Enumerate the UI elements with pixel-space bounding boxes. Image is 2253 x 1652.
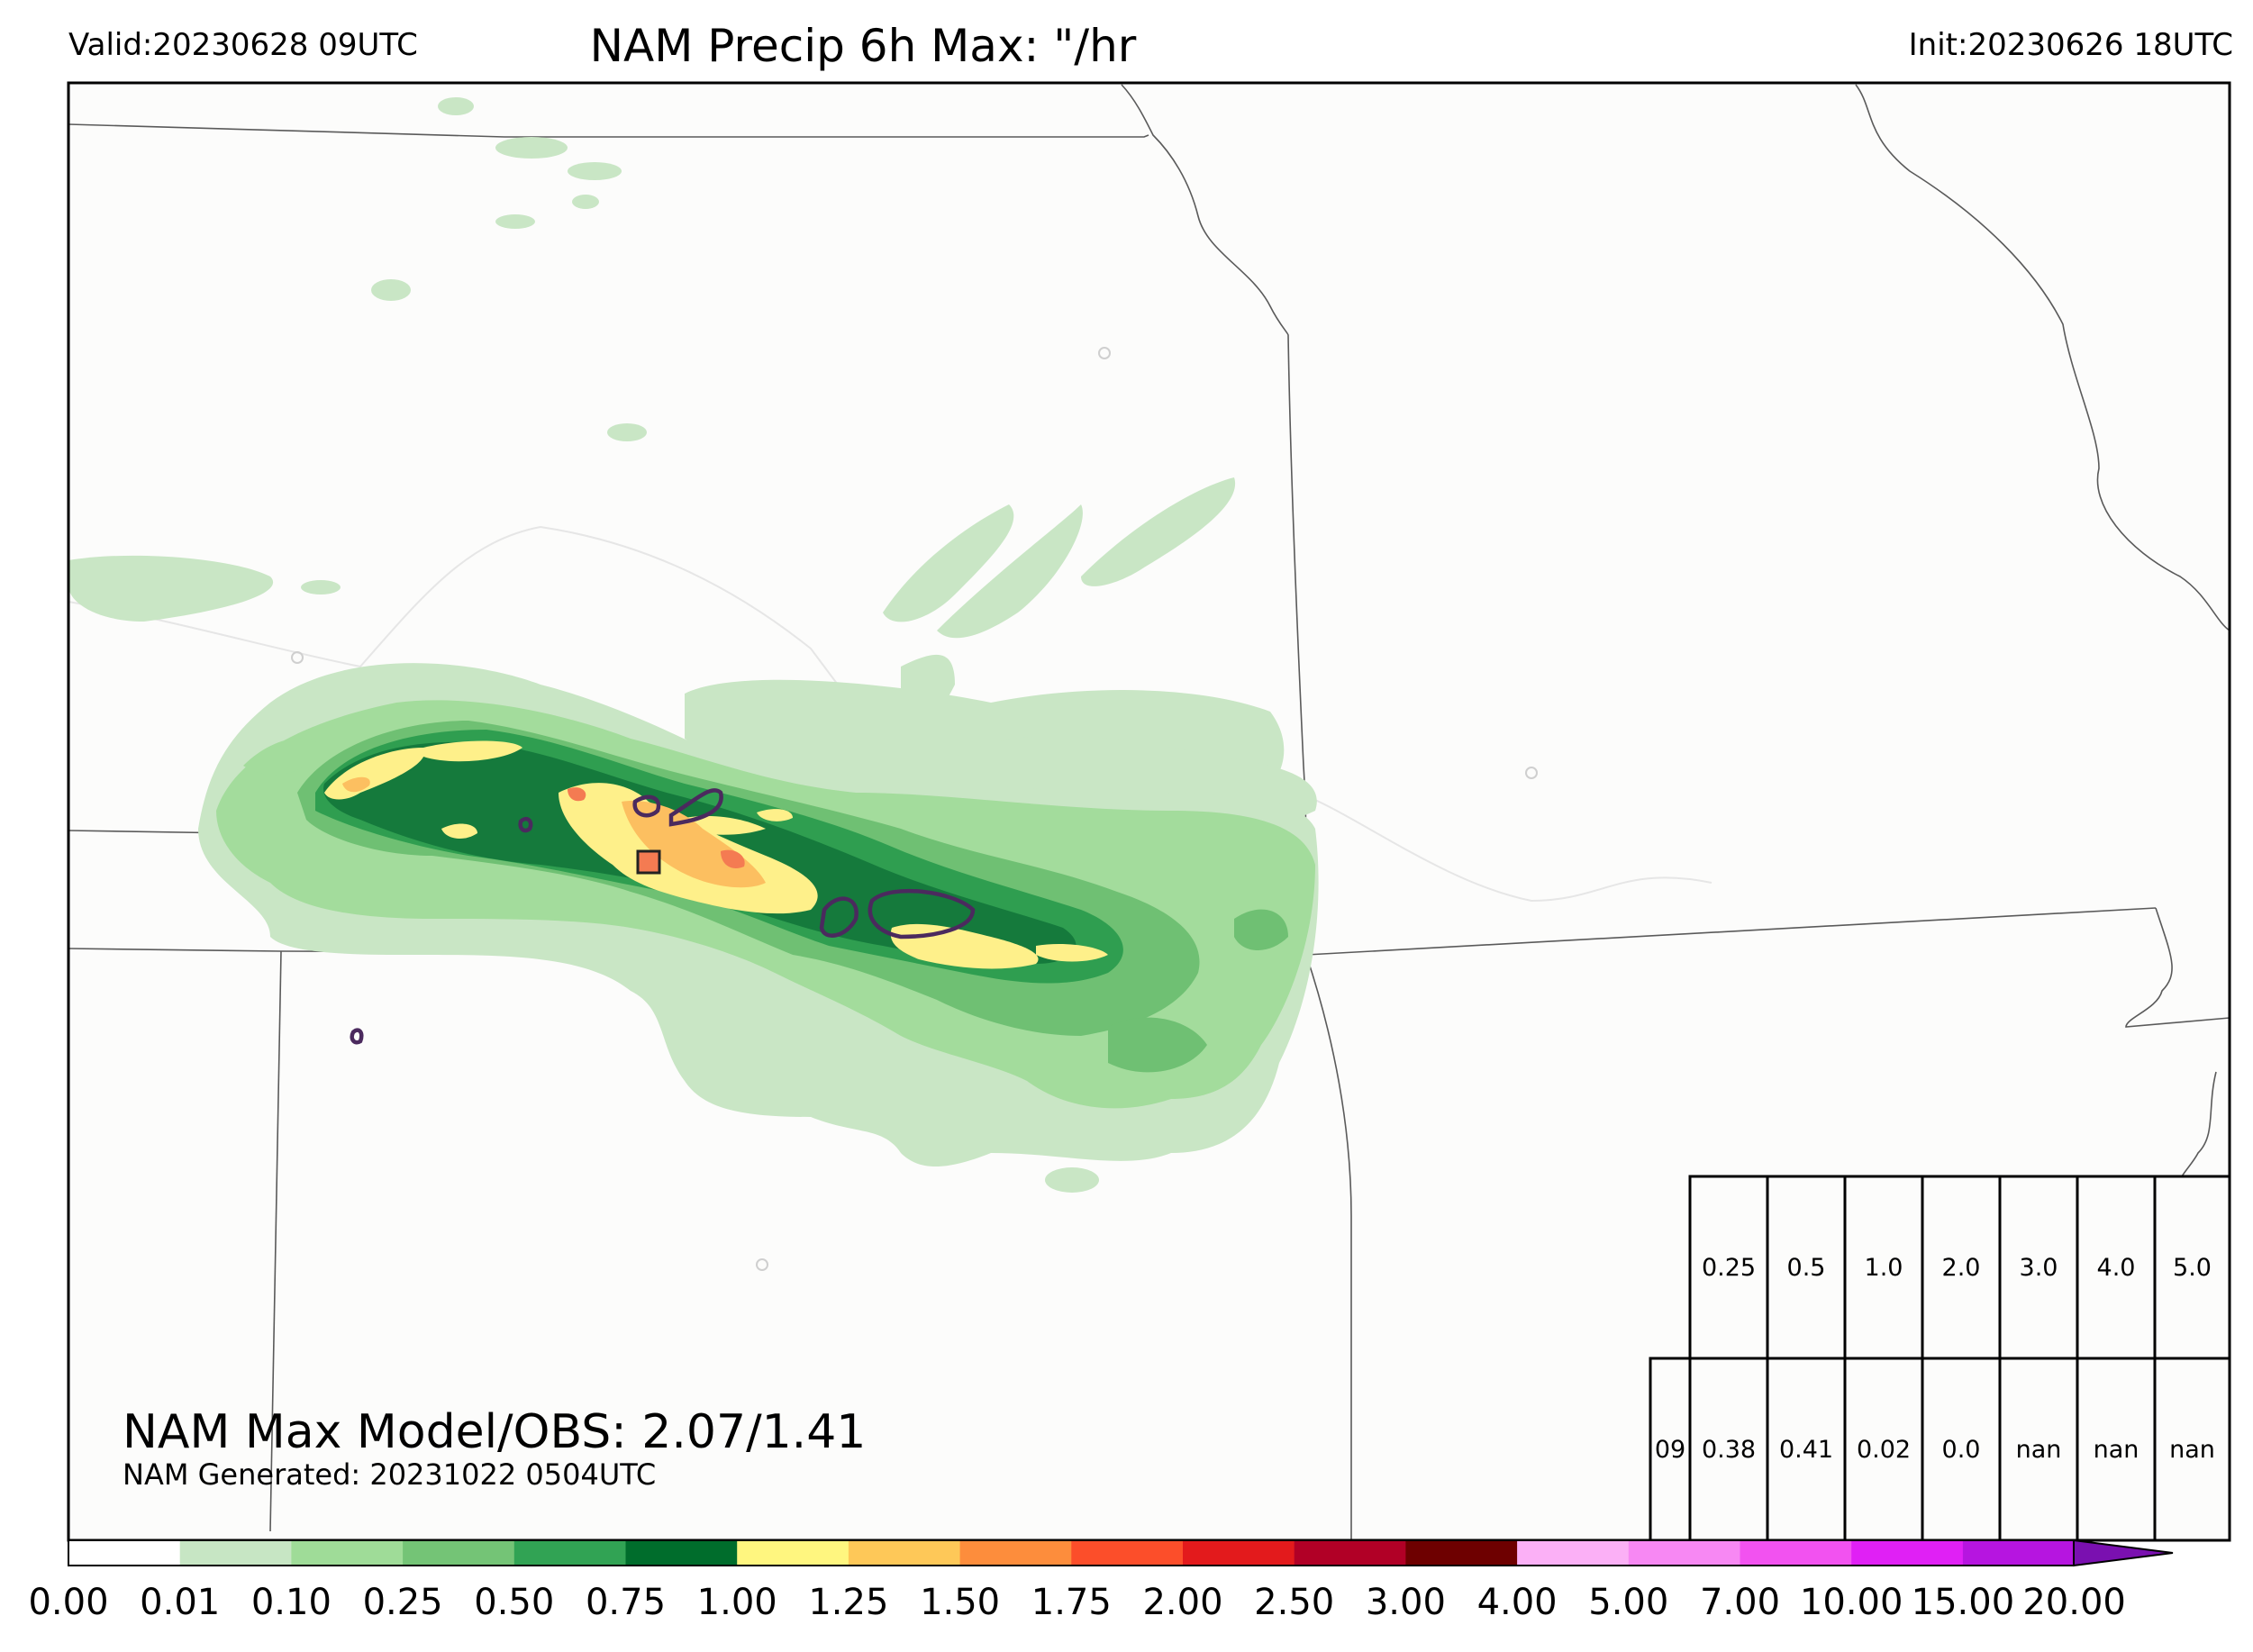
table-value: nan: [2169, 1436, 2215, 1464]
table-threshold: 1.0: [1864, 1254, 1903, 1282]
obs-contours: [350, 788, 976, 1045]
colorbar-tick-label: 5.00: [1588, 1582, 1669, 1623]
colorbar-segment: [179, 1540, 292, 1566]
colorbar-tick-label: 2.50: [1254, 1582, 1335, 1623]
colorbar-segment: [291, 1540, 404, 1566]
precip-field: [68, 97, 1319, 1193]
colorbar-segment: [1851, 1540, 1964, 1566]
table-value: nan: [2093, 1436, 2139, 1464]
colorbar-segment: [513, 1540, 626, 1566]
threshold-table: [1649, 1175, 2231, 1542]
map-title: NAM Precip 6h Max: "/hr: [589, 20, 1137, 72]
colorbar-segment: [1294, 1540, 1406, 1566]
colorbar-tick-label: 15.00: [1911, 1582, 2015, 1623]
colorbar: [68, 1539, 2174, 1567]
colorbar-segment: [1740, 1540, 1852, 1566]
colorbar-tick-label: 1.50: [920, 1582, 1001, 1623]
obs-station-marker: [636, 849, 661, 875]
city-markers: [291, 347, 1538, 1271]
colorbar-segment: [1517, 1540, 1630, 1566]
colorbar-segment: [848, 1540, 961, 1566]
table-threshold: 0.5: [1786, 1254, 1826, 1282]
table-threshold: 3.0: [2019, 1254, 2058, 1282]
colorbar-tick-label: 2.00: [1142, 1582, 1223, 1623]
colorbar-segment: [625, 1540, 738, 1566]
colorbar-segment: [1628, 1540, 1740, 1566]
table-threshold: 2.0: [1941, 1254, 1981, 1282]
max-model-obs-label: NAM Max Model/OBS: 2.07/1.41: [123, 1405, 867, 1459]
valid-time-label: Valid:20230628 09UTC: [68, 27, 418, 63]
colorbar-segment: [403, 1540, 515, 1566]
colorbar-tick-label: 3.00: [1365, 1582, 1446, 1623]
table-threshold: 4.0: [2096, 1254, 2136, 1282]
colorbar-tick-label: 7.00: [1699, 1582, 1781, 1623]
colorbar-segment: [959, 1540, 1072, 1566]
colorbar-tick-label: 0.75: [585, 1582, 667, 1623]
colorbar-tick-label: 0.01: [140, 1582, 221, 1623]
table-value: 0.0: [1941, 1436, 1981, 1464]
colorbar-tick-label: 4.00: [1476, 1582, 1558, 1623]
generated-label: NAM Generated: 20231022 0504UTC: [123, 1457, 657, 1492]
colorbar-segment: [68, 1540, 181, 1566]
colorbar-tick-label: 0.50: [474, 1582, 555, 1623]
table-value: 0.02: [1856, 1436, 1912, 1464]
colorbar-segment: [1183, 1540, 1295, 1566]
colorbar-tick-label: 10.00: [1799, 1582, 1903, 1623]
colorbar-segment: [1962, 1540, 2076, 1566]
table-value: nan: [2015, 1436, 2062, 1464]
colorbar-segment: [737, 1540, 849, 1566]
colorbar-tick-label: 0.25: [362, 1582, 443, 1623]
table-value: 0.38: [1701, 1436, 1757, 1464]
colorbar-tick-label: 0.10: [250, 1582, 332, 1623]
colorbar-segment: [1071, 1540, 1184, 1566]
colorbar-segment: [1405, 1540, 1518, 1566]
colorbar-tick-label: 1.25: [808, 1582, 889, 1623]
init-time-label: Init:20230626 18UTC: [1908, 27, 2233, 63]
table-row-label: 09: [1654, 1436, 1686, 1464]
colorbar-tick-label: 0.00: [28, 1582, 109, 1623]
colorbar-tick-label: 20.00: [2022, 1582, 2126, 1623]
colorbar-tick-label: 1.75: [1031, 1582, 1112, 1623]
table-threshold: 0.25: [1701, 1254, 1757, 1282]
colorbar-tick-label: 1.00: [696, 1582, 777, 1623]
table-value: 0.41: [1778, 1436, 1834, 1464]
table-threshold: 5.0: [2173, 1254, 2212, 1282]
